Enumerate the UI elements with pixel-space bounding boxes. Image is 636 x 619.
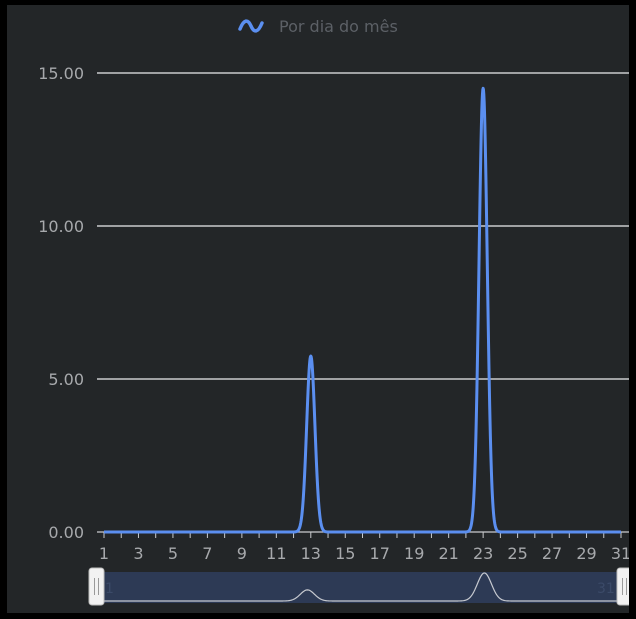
range-end-handle[interactable] xyxy=(616,567,629,606)
wave-icon xyxy=(237,15,265,37)
range-end-label: 31 xyxy=(597,581,615,597)
x-tick-label: 9 xyxy=(237,544,247,563)
range-start-handle[interactable] xyxy=(88,567,105,606)
x-tick-label: 19 xyxy=(404,544,424,563)
legend-label: Por dia do mês xyxy=(279,16,398,36)
x-tick-label: 7 xyxy=(202,544,212,563)
range-start-label: 1 xyxy=(105,581,114,597)
handle-body[interactable] xyxy=(88,567,105,606)
series-line xyxy=(102,86,623,534)
x-tick-label: 3 xyxy=(133,544,143,563)
x-tick-label: 5 xyxy=(168,544,178,563)
legend[interactable]: Por dia do mês xyxy=(237,15,398,37)
handle-body[interactable] xyxy=(616,567,629,606)
x-tick-label: 15 xyxy=(335,544,355,563)
x-tick-label: 29 xyxy=(576,544,596,563)
x-tick-label: 25 xyxy=(507,544,527,563)
navigator-series-line xyxy=(95,572,626,602)
y-tick-label: 5.00 xyxy=(48,370,84,389)
x-tick-label: 21 xyxy=(438,544,458,563)
range-slider-selection[interactable] xyxy=(95,572,626,603)
x-tick-label: 1 xyxy=(99,544,109,563)
x-tick-label: 23 xyxy=(473,544,493,563)
x-tick-label: 27 xyxy=(542,544,562,563)
y-tick-label: 0.00 xyxy=(48,523,84,542)
y-tick-label: 10.00 xyxy=(38,217,84,236)
x-tick-label: 31 xyxy=(611,544,629,563)
x-tick-label: 17 xyxy=(370,544,390,563)
x-tick-label: 13 xyxy=(301,544,321,563)
x-tick-label: 11 xyxy=(266,544,286,563)
y-tick-label: 15.00 xyxy=(38,64,84,83)
